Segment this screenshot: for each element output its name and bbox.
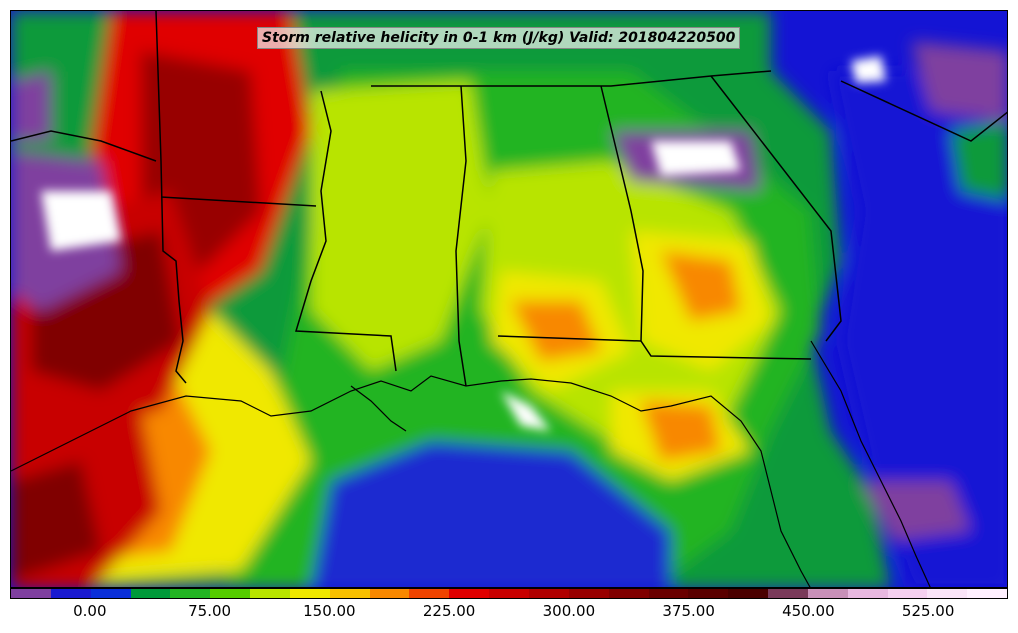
- colorbar-segment: [449, 589, 490, 598]
- map-panel: Storm relative helicity in 0-1 km (J/kg)…: [10, 10, 1008, 588]
- colorbar-segment: [409, 589, 450, 598]
- helicity-map: [11, 11, 1007, 587]
- colorbar-segment: [768, 589, 808, 598]
- colorbar-segment: [210, 589, 251, 598]
- colorbar-segment: [608, 589, 649, 598]
- coastline: [11, 340, 931, 587]
- colorbar-tick-label: 150.00: [303, 602, 356, 620]
- colorbar-segment: [250, 589, 290, 598]
- colorbar-segment: [967, 589, 1008, 598]
- colorbar-segment: [887, 589, 928, 598]
- colorbar-segment: [489, 589, 529, 598]
- colorbar: [10, 588, 1008, 599]
- colorbar-segment: [11, 589, 51, 598]
- colorbar-segment: [728, 589, 769, 598]
- colorbar-tick-label: 375.00: [662, 602, 715, 620]
- colorbar-tick-label: 75.00: [188, 602, 232, 620]
- colorbar-segment: [170, 589, 211, 598]
- colorbar-segment: [927, 589, 968, 598]
- colorbar-segment: [329, 589, 370, 598]
- colorbar-tick-label: 450.00: [782, 602, 835, 620]
- colorbar-tick-label: 525.00: [901, 602, 955, 620]
- colorbar-segment: [90, 589, 131, 598]
- colorbar-tick-label: 0.00: [73, 602, 107, 620]
- colorbar-segment: [50, 589, 91, 598]
- state-boundaries: [11, 11, 1007, 387]
- colorbar-segment: [369, 589, 410, 598]
- colorbar-tick-label: 225.00: [422, 602, 476, 620]
- map-title: Storm relative helicity in 0-1 km (J/kg)…: [257, 27, 741, 49]
- colorbar-segment: [289, 589, 330, 598]
- colorbar-segment: [688, 589, 729, 598]
- colorbar-tick-label: 300.00: [542, 602, 596, 620]
- colorbar-segment: [568, 589, 609, 598]
- colorbar-tick-labels: 0.00 75.00 150.00 225.00 300.00 375.00 450.00 5…: [10, 602, 1008, 624]
- colorbar-segment: [130, 589, 171, 598]
- colorbar-segment: [528, 589, 569, 598]
- colorbar-segment: [847, 589, 888, 598]
- colorbar-segment: [807, 589, 848, 598]
- helicity-field: [11, 11, 1007, 587]
- helicity-highlights: [41, 56, 886, 431]
- colorbar-segment: [648, 589, 689, 598]
